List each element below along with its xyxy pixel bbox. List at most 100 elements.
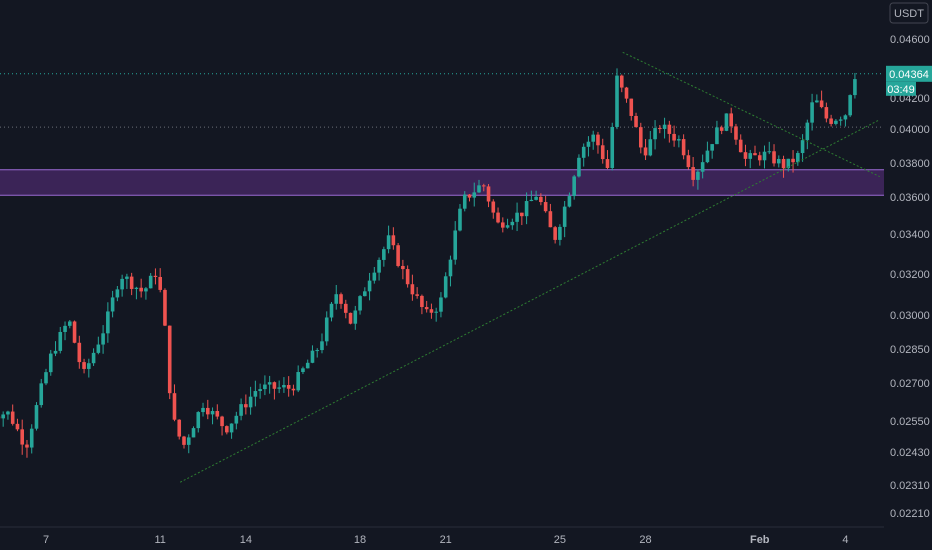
candle-body [710, 144, 714, 151]
candle-body [201, 407, 205, 413]
candle-body [520, 212, 524, 217]
candle-body [653, 128, 657, 140]
current-price-text: 0.04364 [889, 69, 929, 81]
candle-body [529, 199, 534, 202]
candle-body [372, 272, 377, 281]
candle-body [110, 297, 115, 312]
candle-body [534, 196, 538, 200]
candle-body [291, 388, 296, 391]
candle-body [177, 419, 182, 437]
candle-body [396, 245, 400, 266]
x-tick-label: 28 [639, 534, 651, 546]
candle-body [610, 126, 615, 168]
resistance-zone [0, 169, 884, 196]
candle-body [810, 102, 814, 123]
candle-body [648, 139, 653, 156]
candle-body [424, 307, 429, 310]
candle-body [153, 275, 158, 277]
candle-body [125, 276, 129, 279]
candle-body [662, 124, 667, 129]
candle-body [467, 194, 472, 198]
candle-body [229, 423, 234, 433]
candle-body [677, 139, 681, 141]
candle-body [39, 383, 44, 406]
candle-body [44, 372, 48, 384]
candle-body [29, 428, 34, 448]
x-tick-label: 14 [240, 534, 252, 546]
currency-text: USDT [894, 8, 924, 20]
candle-body [286, 385, 291, 389]
candle-body [129, 276, 134, 289]
candle-body [672, 133, 676, 141]
candle-body [144, 288, 148, 292]
candle-body [848, 95, 852, 116]
candle-body [96, 344, 101, 353]
candle-body [548, 211, 553, 228]
candle-body [501, 222, 505, 228]
candle-body [53, 350, 58, 354]
y-tick-label: 0.04000 [890, 124, 930, 136]
candle-body [853, 79, 857, 96]
candle-body [1, 414, 5, 419]
candle-body [244, 404, 248, 408]
candle-body [591, 134, 596, 142]
candle-body [277, 387, 281, 389]
y-tick-label: 0.03600 [890, 192, 930, 204]
candle-body [163, 289, 167, 326]
candle-body [734, 126, 738, 140]
candle-body [443, 276, 448, 298]
candle-body [263, 384, 267, 390]
candle-body [577, 157, 581, 177]
candle-body [543, 202, 548, 212]
candle-body [58, 331, 63, 351]
candle-body [448, 259, 453, 277]
countdown-text: 03:49 [887, 84, 915, 96]
candle-body [101, 333, 105, 345]
candle-body [248, 396, 253, 408]
candle-body [72, 321, 77, 343]
candle-body [6, 411, 10, 415]
candle-body [158, 276, 162, 290]
candle-body [15, 423, 20, 430]
candle-body [196, 412, 201, 429]
candle-body [724, 113, 729, 131]
candle-body [643, 147, 648, 156]
candle-body [658, 128, 662, 130]
candle-body [596, 134, 600, 146]
candle-body [172, 393, 177, 420]
candle-body [776, 158, 781, 164]
candle-body [815, 100, 819, 103]
candle-body [772, 151, 776, 164]
candle-body [186, 437, 191, 445]
candle-body [434, 311, 438, 313]
candle-body [458, 208, 462, 231]
candle-body [453, 230, 458, 260]
candle-body [439, 297, 443, 312]
x-tick-label: 11 [154, 534, 165, 546]
candle-body [120, 278, 124, 290]
candle-body [781, 158, 786, 169]
countdown-box [886, 81, 916, 96]
y-tick-label: 0.02550 [890, 416, 930, 428]
candle-body [415, 294, 419, 296]
currency-label[interactable]: USDT [889, 2, 929, 24]
candle-body [301, 368, 305, 373]
x-tick-label: 7 [43, 534, 49, 546]
candle-body [310, 350, 315, 363]
candle-body [48, 353, 53, 373]
candle-body [324, 317, 329, 342]
candle-body [743, 152, 748, 159]
candle-body [838, 119, 843, 121]
candle-body [824, 107, 829, 119]
candle-body [462, 194, 467, 209]
candle-body [553, 227, 557, 240]
candle-body [700, 162, 705, 172]
candle-body [691, 167, 695, 180]
y-tick-label: 0.03800 [890, 158, 930, 170]
y-tick-label: 0.02850 [890, 344, 930, 356]
candle-body [182, 436, 186, 445]
candle-body [619, 75, 624, 88]
candle-body [420, 295, 424, 308]
